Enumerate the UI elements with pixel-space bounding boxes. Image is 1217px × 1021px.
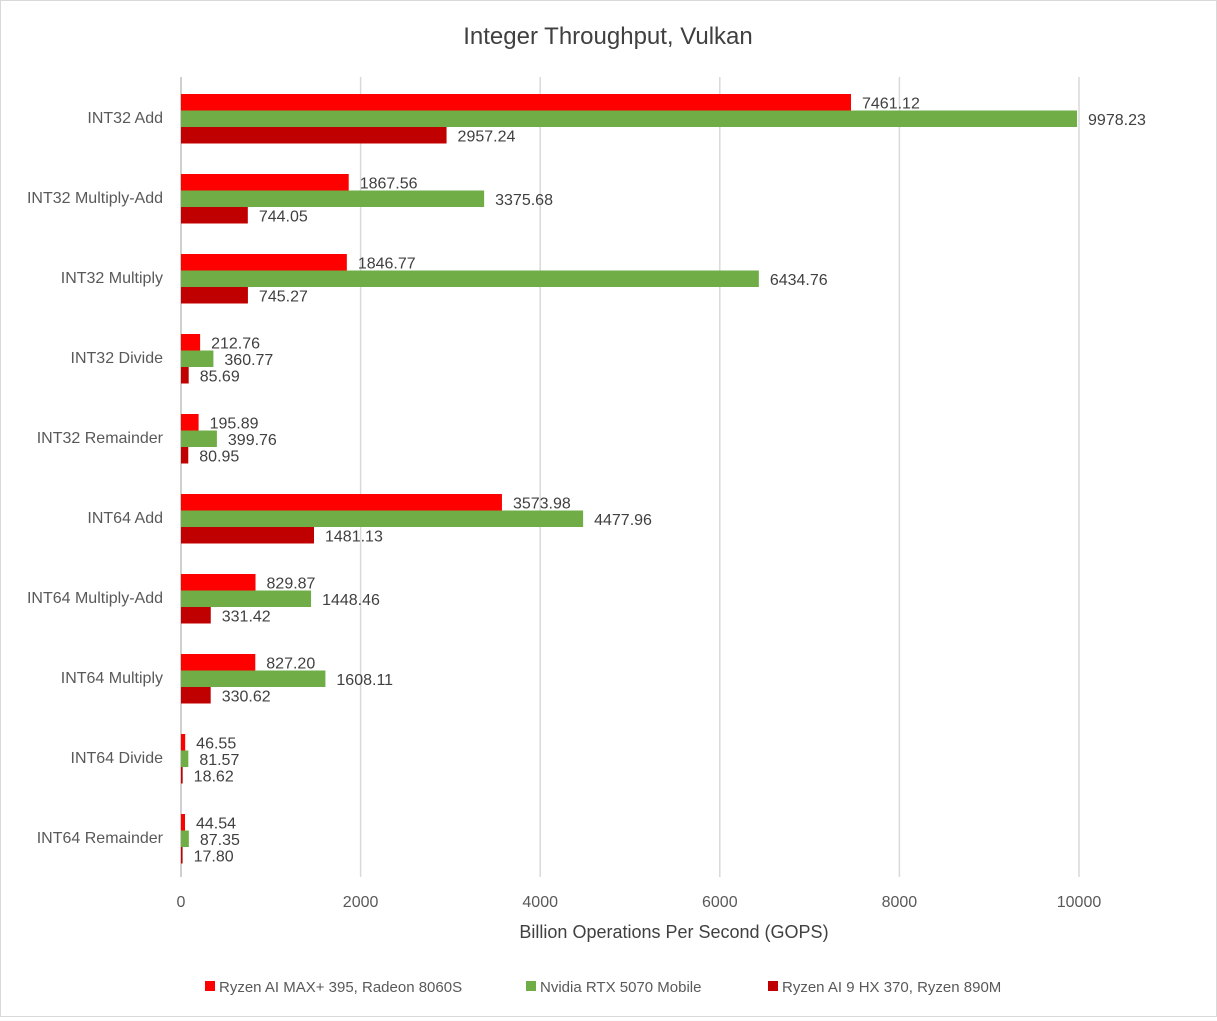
- bar: [181, 510, 584, 527]
- data-label: 3573.98: [513, 495, 571, 512]
- x-tick-label: 8000: [882, 894, 918, 911]
- data-label: 46.55: [196, 735, 236, 752]
- legend-swatch: [205, 981, 215, 991]
- legend-label: Ryzen AI MAX+ 395, Radeon 8060S: [219, 979, 462, 996]
- data-label: 81.57: [199, 752, 239, 769]
- data-label: 331.42: [222, 608, 271, 625]
- legend: Ryzen AI MAX+ 395, Radeon 8060S Nvidia RT…: [205, 979, 1001, 996]
- bar: [181, 127, 447, 144]
- bars: [181, 94, 1078, 864]
- data-label: 330.62: [222, 688, 271, 705]
- data-label: 212.76: [211, 335, 260, 352]
- bar: [181, 494, 502, 511]
- data-label: 1867.56: [360, 175, 418, 192]
- data-label: 744.05: [259, 208, 308, 225]
- legend-label: Nvidia RTX 5070 Mobile: [540, 979, 701, 996]
- bar: [181, 767, 183, 784]
- x-tick-label: 0: [177, 894, 186, 911]
- x-tick-label: 6000: [702, 894, 738, 911]
- data-label: 85.69: [200, 368, 240, 385]
- category-label: INT32 Divide: [71, 350, 164, 367]
- bar: [181, 430, 217, 447]
- bar: [181, 590, 312, 607]
- category-label: INT32 Add: [87, 110, 163, 127]
- bar: [181, 270, 759, 287]
- data-label: 1846.77: [358, 255, 416, 272]
- legend-swatch: [768, 981, 778, 991]
- x-tick-labels: 0 2000 4000 6000 8000 10000: [177, 894, 1102, 911]
- data-label: 1448.46: [322, 592, 380, 609]
- data-label: 3375.68: [495, 192, 553, 209]
- x-tick-label: 2000: [343, 894, 379, 911]
- data-label: 9978.23: [1088, 112, 1146, 129]
- bar: [181, 174, 349, 191]
- data-label: 2957.24: [458, 128, 516, 145]
- data-label: 18.62: [194, 768, 234, 785]
- data-label: 1481.13: [325, 528, 383, 545]
- bar: [181, 447, 189, 464]
- bar: [181, 414, 199, 431]
- category-labels: INT32 Add INT32 Multiply-Add INT32 Multipl…: [27, 110, 164, 847]
- category-label: INT64 Multiply: [61, 670, 163, 687]
- data-label: 195.89: [210, 415, 259, 432]
- bar: [181, 367, 189, 384]
- category-label: INT32 Multiply: [61, 270, 163, 287]
- bar: [181, 254, 347, 271]
- category-label: INT64 Divide: [71, 750, 164, 767]
- data-label: 7461.12: [862, 95, 920, 112]
- bar: [181, 94, 852, 111]
- bar: [181, 287, 248, 304]
- category-label: INT64 Remainder: [37, 830, 164, 847]
- x-tick-label: 10000: [1057, 894, 1102, 911]
- data-label: 399.76: [228, 432, 277, 449]
- data-label: 80.95: [199, 448, 239, 465]
- data-label: 1608.11: [336, 672, 393, 689]
- category-label: INT32 Remainder: [37, 430, 164, 447]
- data-label: 827.20: [266, 655, 315, 672]
- bar: [181, 654, 256, 671]
- bar: [181, 527, 315, 544]
- data-label: 829.87: [267, 575, 316, 592]
- data-label: 44.54: [196, 815, 236, 832]
- category-label: INT32 Multiply-Add: [27, 190, 163, 207]
- bar: [181, 847, 183, 864]
- x-tick-label: 4000: [522, 894, 558, 911]
- bar: [181, 814, 185, 831]
- bar: [181, 190, 485, 207]
- legend-label: Ryzen AI 9 HX 370, Ryzen 890M: [782, 979, 1001, 996]
- category-label: INT64 Add: [87, 510, 163, 527]
- bar: [181, 734, 186, 751]
- chart-title: Integer Throughput, Vulkan: [463, 23, 753, 50]
- bar: [181, 750, 189, 767]
- bar: [181, 574, 256, 591]
- bar: [181, 110, 1078, 127]
- data-label: 87.35: [200, 832, 240, 849]
- bar: [181, 207, 248, 224]
- data-label: 745.27: [259, 288, 308, 305]
- x-axis-label: Billion Operations Per Second (GOPS): [519, 922, 828, 942]
- bar: [181, 607, 211, 624]
- bar: [181, 670, 326, 687]
- bar: [181, 334, 201, 351]
- bar: [181, 687, 211, 704]
- legend-swatch: [526, 981, 536, 991]
- data-label: 17.80: [194, 848, 234, 865]
- bar: [181, 350, 214, 367]
- data-labels: 7461.12 9978.23 2957.24 1867.56 3375.68 744.0…: [194, 95, 1146, 865]
- data-label: 4477.96: [594, 512, 652, 529]
- data-label: 6434.76: [770, 272, 828, 289]
- bar: [181, 830, 189, 847]
- data-label: 360.77: [224, 352, 273, 369]
- category-label: INT64 Multiply-Add: [27, 590, 163, 607]
